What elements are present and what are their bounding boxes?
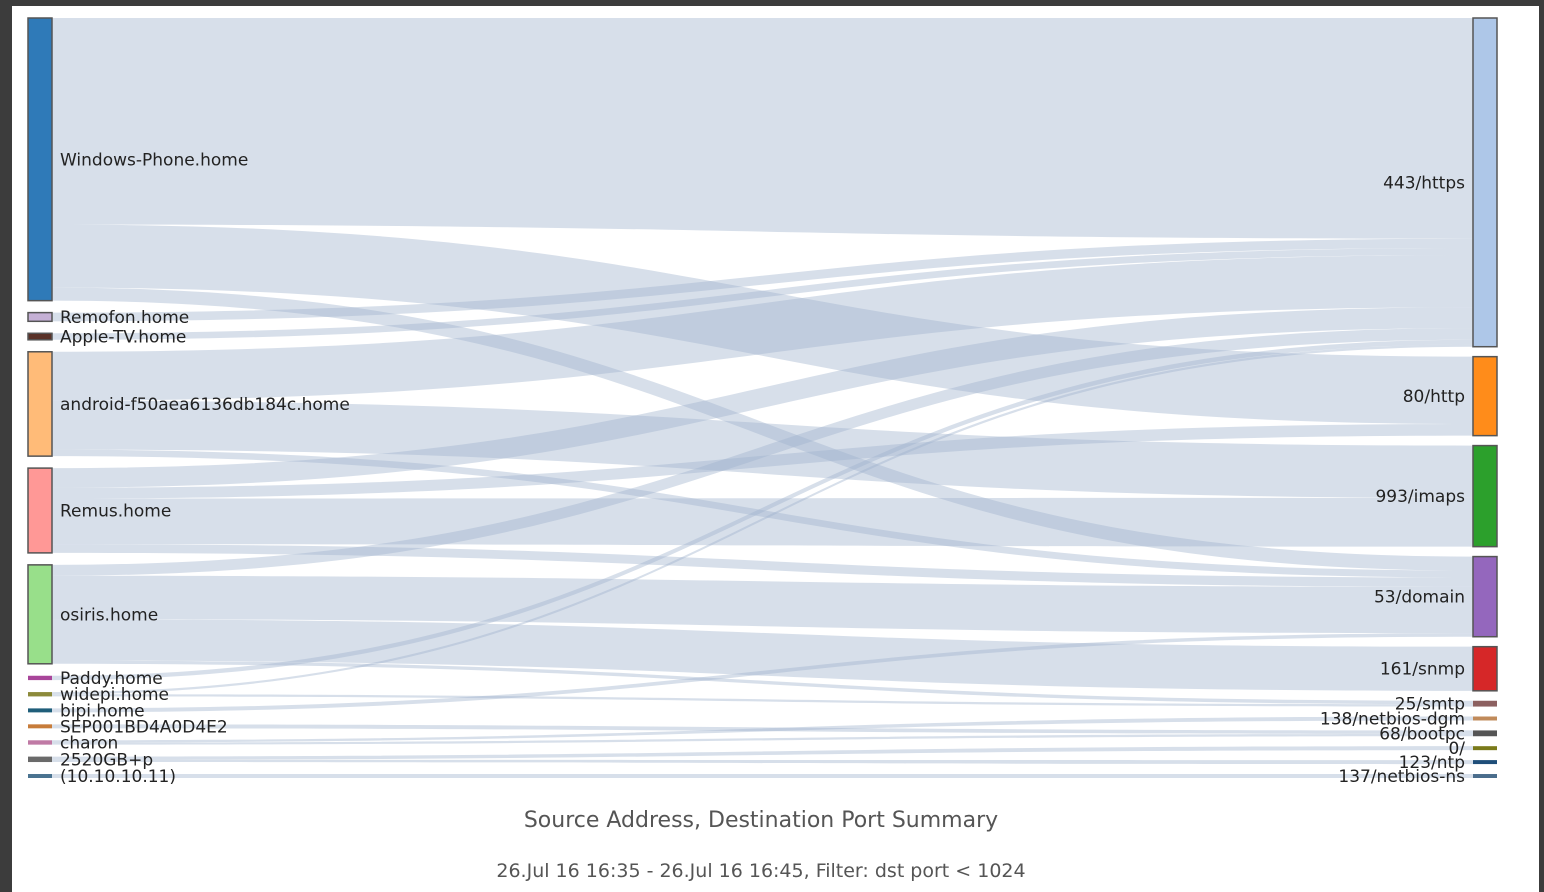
destination-label: 137/netbios-ns [1338, 767, 1465, 787]
destination-node-53-domain[interactable] [1472, 555, 1498, 638]
source-label: bipi.home [60, 701, 145, 721]
sankey-link[interactable] [52, 449, 1473, 578]
source-node-widepi-home[interactable] [28, 692, 52, 697]
sankey-link[interactable] [52, 759, 1473, 765]
destination-label: 53/domain [1374, 588, 1465, 608]
sankey-link[interactable] [52, 224, 1473, 425]
sankey-link[interactable] [52, 307, 1473, 488]
destination-label: 443/https [1383, 173, 1465, 193]
source-node--10-10-10-11-[interactable] [28, 774, 52, 778]
source-label: osiris.home [60, 605, 158, 625]
destination-label: 25/smtp [1395, 695, 1465, 715]
nodes-layer [27, 17, 1498, 778]
source-label: SEP001BD4A0D4E2 [60, 717, 228, 737]
sankey-link[interactable] [52, 424, 1473, 499]
source-label: Remofon.home [60, 308, 189, 328]
sankey-link[interactable] [52, 344, 1473, 695]
destination-node-138-netbios-dgm[interactable] [1473, 716, 1497, 721]
source-node-paddy-home[interactable] [28, 675, 52, 681]
sankey-link[interactable] [52, 746, 1473, 760]
sankey-link[interactable] [52, 633, 1473, 713]
source-label: widepi.home [60, 685, 169, 705]
source-label: Windows-Phone.home [60, 150, 248, 170]
sankey-link[interactable] [52, 328, 1473, 576]
labels-layer: Windows-Phone.home Remofon.homeApple-TV.h… [60, 150, 1465, 787]
sankey-link[interactable] [52, 575, 1473, 634]
sankey-link[interactable] [52, 287, 1473, 571]
sankey-link[interactable] [52, 18, 1473, 239]
sankey-link[interactable] [52, 254, 1473, 401]
sankey-link[interactable] [52, 660, 1473, 705]
links-layer [52, 18, 1473, 778]
destination-node-993-imaps[interactable] [1472, 444, 1498, 548]
sankey-link[interactable] [52, 619, 1473, 691]
sankey-link[interactable] [52, 238, 1473, 322]
source-node-2520gb-p[interactable] [28, 756, 52, 763]
source-label: Paddy.home [60, 669, 163, 689]
destination-label: 68/bootpc [1379, 724, 1465, 744]
destination-node-161-snmp[interactable] [1472, 645, 1498, 692]
sankey-link[interactable] [52, 774, 1473, 778]
destination-label: 123/ntp [1399, 753, 1465, 773]
sankey-link[interactable] [52, 247, 1473, 340]
destination-node-68-bootpc[interactable] [1473, 730, 1497, 737]
destination-node-443-https[interactable] [1472, 17, 1498, 348]
destination-label: 138/netbios-dgm [1320, 709, 1465, 729]
source-node-windows-phone-home[interactable] [27, 17, 53, 302]
sankey-link[interactable] [52, 733, 1473, 745]
destination-node-80-http[interactable] [1472, 355, 1498, 437]
source-node-osiris-home[interactable] [27, 564, 53, 665]
source-label: (10.10.10.11) [60, 767, 176, 787]
source-node-android-f50aea6136db184c-home[interactable] [27, 351, 53, 457]
destination-node-137-netbios-ns[interactable] [1473, 774, 1497, 778]
source-label: charon [60, 733, 118, 753]
destination-node-123-ntp[interactable] [1473, 760, 1497, 765]
source-label: Apple-TV.home [60, 328, 186, 348]
source-node-bipi-home[interactable] [28, 708, 52, 713]
destination-label: 0/ [1448, 739, 1465, 759]
destination-label: 80/http [1403, 387, 1465, 407]
sankey-chart: Windows-Phone.home Remofon.homeApple-TV.h… [27, 17, 1498, 882]
destination-label: 993/imaps [1375, 487, 1465, 507]
sankey-link[interactable] [52, 694, 1473, 707]
source-node-charon[interactable] [28, 740, 52, 745]
source-node-sep001bd4a0d4e2[interactable] [28, 724, 52, 729]
chart-panel: Windows-Phone.home Remofon.home Apple-TV.h… [12, 6, 1539, 892]
destination-label: 161/snmp [1380, 660, 1465, 680]
sankey-link[interactable] [52, 339, 1473, 681]
source-node-remofon-home[interactable] [27, 311, 53, 323]
source-node-apple-tv-home[interactable] [27, 332, 53, 341]
sankey-link[interactable] [52, 724, 1473, 734]
sankey-link[interactable] [52, 716, 1473, 743]
sankey-link[interactable] [52, 400, 1473, 498]
source-node-remus-home[interactable] [27, 467, 53, 554]
destination-node-25-smtp[interactable] [1473, 700, 1497, 707]
sankey-link[interactable] [52, 544, 1473, 587]
source-label: android-f50aea6136db184c.home [60, 395, 350, 415]
chart-title: Source Address, Destination Port Summary [524, 808, 998, 833]
chart-subtitle: 26.Jul 16 16:35 - 26.Jul 16 16:45, Filte… [496, 860, 1025, 882]
source-label: Remus.home [60, 502, 171, 522]
sankey-link[interactable] [52, 497, 1473, 547]
destination-node-0-[interactable] [1473, 746, 1497, 751]
source-label: 2520GB+p [60, 750, 153, 770]
